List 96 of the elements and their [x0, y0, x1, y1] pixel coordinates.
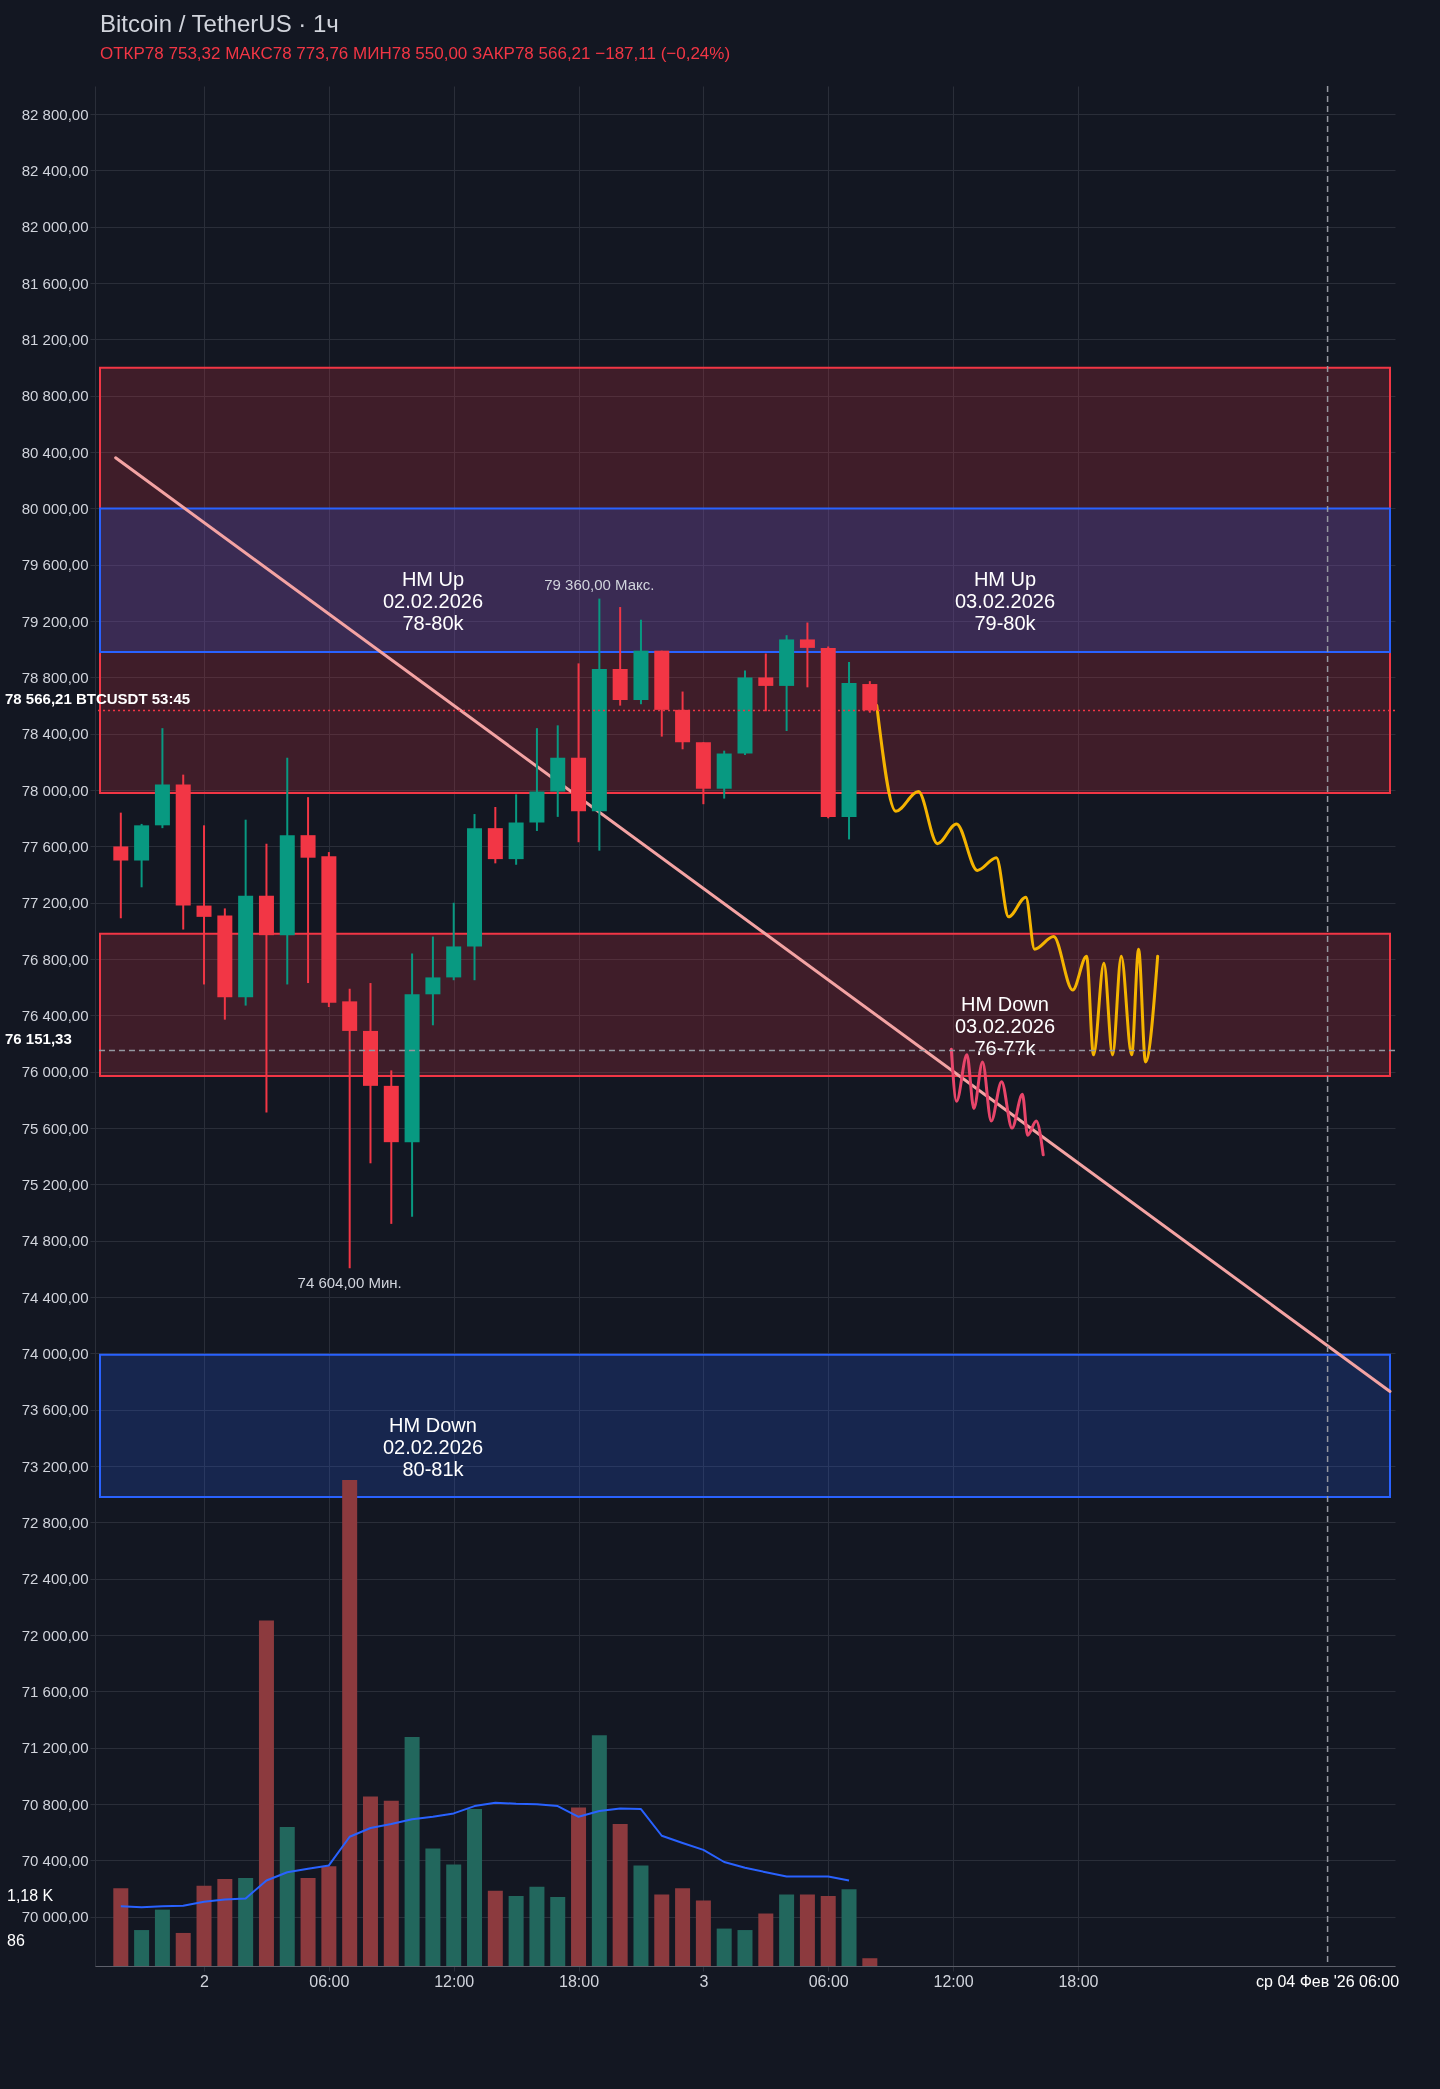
candlestick: [196, 824, 212, 986]
bar: [716, 1928, 732, 1966]
bar: [862, 1958, 878, 1966]
bar: [362, 1796, 378, 1966]
ref-line-label: ср 04 Фев '26 06:00: [1256, 1973, 1400, 1990]
y-tick-label: 82 400,00: [21, 161, 89, 179]
x-tick-label: 3: [699, 1972, 709, 1990]
y-tick-label: 74 000,00: [21, 1344, 89, 1362]
y-tick-label: 82 000,00: [21, 218, 89, 236]
bar: [321, 1866, 337, 1966]
candlestick: [342, 987, 358, 1270]
x-tick-label: 06:00: [808, 1972, 849, 1990]
bar: [404, 1737, 420, 1966]
text: 86: [7, 1932, 25, 1949]
bar: [217, 1879, 233, 1966]
y-tick-label: 73 600,00: [21, 1401, 89, 1419]
y-tick-label: 74 400,00: [21, 1288, 89, 1306]
chart-subtitle: ОТКР78 753,32 МАКС78 773,76 МИН78 550,00 ЗАКР78 566,21 −187,11 (−0,24%): [100, 44, 732, 64]
y-tick-label: 74 800,00: [21, 1232, 89, 1250]
y-tick-label: 73 200,00: [21, 1457, 89, 1475]
x-tick-label: 2: [200, 1972, 210, 1990]
band-label: HM Up 03.02.2026 79-80k: [954, 568, 1056, 635]
y-tick-label: 82 800,00: [21, 105, 89, 123]
y-tick-label: 72 800,00: [21, 1513, 89, 1531]
text: 1,18 K: [7, 1887, 54, 1904]
y-tick-label: 80 800,00: [21, 387, 89, 405]
y-tick-label: 81 200,00: [21, 330, 89, 348]
bar: [633, 1865, 649, 1966]
y-tick-label: 75 600,00: [21, 1119, 89, 1137]
bar: [737, 1930, 753, 1966]
bar: [487, 1890, 503, 1966]
bar: [238, 1878, 254, 1966]
y-tick-label: 75 200,00: [21, 1175, 89, 1193]
y-tick-label: 78 400,00: [21, 725, 89, 743]
bar: [820, 1896, 836, 1966]
y-tick-label: 79 200,00: [21, 612, 89, 630]
ref-line-label: 76 151,33: [5, 1030, 72, 1048]
bar: [779, 1894, 795, 1966]
y-tick-label: 76 400,00: [21, 1006, 89, 1024]
bar: [175, 1932, 191, 1966]
bar: [508, 1896, 524, 1966]
bar: [425, 1848, 441, 1966]
y-tick-label: 80 400,00: [21, 443, 89, 461]
candlestick: [300, 796, 316, 985]
y-tick-label: 70 800,00: [21, 1795, 89, 1813]
bar: [196, 1885, 212, 1966]
bar: [571, 1807, 587, 1966]
bar: [612, 1824, 628, 1966]
y-tick-label: 72 000,00: [21, 1626, 89, 1644]
bar: [467, 1809, 483, 1966]
chart-title: Bitcoin / TetherUS · 1ч: [100, 10, 340, 38]
band-label: HM Down 02.02.2026 80-81k: [382, 1413, 484, 1480]
y-tick-label: 76 800,00: [21, 950, 89, 968]
bar: [799, 1894, 815, 1966]
x-tick-label: 06:00: [309, 1972, 350, 1990]
bar: [758, 1913, 774, 1966]
x-tick-label: 12:00: [434, 1972, 475, 1990]
bar: [591, 1735, 607, 1966]
y-tick-label: 70 000,00: [21, 1908, 89, 1926]
bar: [258, 1620, 274, 1966]
x-tick-label: 18:00: [1058, 1972, 1099, 1990]
bar: [529, 1886, 545, 1966]
annotation: 74 604,00 Мин.: [297, 1274, 402, 1292]
bar: [675, 1888, 691, 1966]
y-tick-label: 80 000,00: [21, 499, 89, 517]
bar: [695, 1900, 711, 1966]
y-tick-label: 78 800,00: [21, 668, 89, 686]
bar: [841, 1889, 857, 1966]
y-tick-label: 71 600,00: [21, 1682, 89, 1700]
bar: [446, 1864, 462, 1966]
band-label: HM Down 03.02.2026 76-77k: [954, 992, 1056, 1059]
candlestick: [113, 811, 129, 920]
y-tick-label: 72 400,00: [21, 1570, 89, 1588]
bar: [134, 1930, 150, 1966]
bar: [279, 1827, 295, 1966]
y-tick-label: 81 600,00: [21, 274, 89, 292]
bar: [113, 1888, 129, 1966]
band-label: HM Up 02.02.2026 78-80k: [382, 568, 484, 635]
annotation: 79 360,00 Макс.: [544, 575, 655, 593]
bar: [300, 1878, 316, 1966]
bar: [342, 1480, 358, 1966]
y-tick-label: 78 000,00: [21, 781, 89, 799]
y-tick-label: 76 000,00: [21, 1063, 89, 1081]
y-tick-label: 71 200,00: [21, 1739, 89, 1757]
y-tick-label: 70 400,00: [21, 1851, 89, 1869]
candlestick: [425, 935, 441, 1027]
bar: [654, 1894, 670, 1966]
bar: [383, 1800, 399, 1966]
x-tick-label: 12:00: [933, 1972, 974, 1990]
x-tick-label: 18:00: [559, 1972, 600, 1990]
bar: [154, 1909, 170, 1966]
y-tick-label: 77 600,00: [21, 837, 89, 855]
bar: [550, 1896, 566, 1966]
candlestick: [799, 621, 815, 689]
y-tick-label: 79 600,00: [21, 556, 89, 574]
y-tick-label: 77 200,00: [21, 894, 89, 912]
